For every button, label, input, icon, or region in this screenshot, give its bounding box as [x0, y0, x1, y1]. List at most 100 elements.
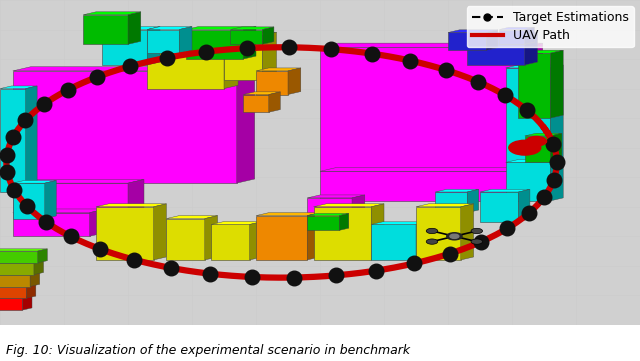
Polygon shape: [211, 222, 262, 225]
Point: [246, 274, 257, 280]
Bar: [0, 287, 26, 298]
Polygon shape: [262, 27, 274, 44]
Point: [476, 239, 486, 245]
Bar: [102, 30, 147, 65]
Polygon shape: [179, 27, 192, 53]
Bar: [0, 88, 26, 192]
Bar: [320, 47, 525, 171]
Point: [95, 246, 105, 252]
Bar: [307, 216, 339, 230]
Bar: [186, 30, 243, 59]
Bar: [480, 192, 518, 222]
Polygon shape: [499, 27, 534, 30]
Bar: [147, 30, 179, 53]
Bar: [243, 95, 269, 112]
Polygon shape: [448, 30, 498, 32]
Polygon shape: [0, 273, 40, 275]
Point: [201, 49, 211, 55]
Polygon shape: [186, 27, 256, 30]
Bar: [371, 225, 416, 260]
Point: [548, 142, 559, 147]
Point: [502, 225, 513, 231]
Polygon shape: [0, 284, 36, 287]
Point: [548, 177, 559, 182]
Polygon shape: [467, 189, 479, 213]
Point: [20, 117, 31, 123]
Bar: [416, 207, 461, 260]
Point: [2, 152, 12, 157]
Circle shape: [509, 140, 541, 155]
Polygon shape: [13, 67, 255, 71]
Polygon shape: [525, 168, 541, 201]
Bar: [499, 30, 525, 44]
Polygon shape: [320, 43, 543, 47]
Circle shape: [426, 239, 438, 244]
Polygon shape: [224, 32, 238, 88]
Polygon shape: [22, 296, 32, 310]
Polygon shape: [250, 222, 262, 260]
Polygon shape: [128, 12, 141, 44]
Polygon shape: [30, 273, 40, 287]
Polygon shape: [26, 86, 37, 192]
Bar: [518, 53, 550, 118]
Polygon shape: [237, 67, 255, 183]
Polygon shape: [13, 179, 144, 183]
Polygon shape: [256, 213, 320, 216]
Polygon shape: [243, 92, 280, 95]
Point: [367, 51, 377, 57]
Point: [161, 55, 172, 61]
Bar: [147, 35, 224, 88]
Bar: [13, 183, 45, 218]
Polygon shape: [506, 160, 563, 162]
Polygon shape: [0, 296, 32, 298]
Polygon shape: [256, 68, 301, 71]
Polygon shape: [34, 261, 44, 275]
Polygon shape: [307, 213, 349, 216]
Polygon shape: [154, 204, 166, 260]
Bar: [314, 207, 371, 260]
Polygon shape: [307, 213, 320, 260]
Point: [38, 101, 49, 107]
Point: [129, 257, 139, 262]
Bar: [13, 183, 128, 213]
Polygon shape: [147, 27, 192, 30]
Polygon shape: [166, 216, 218, 218]
Polygon shape: [147, 32, 238, 35]
Polygon shape: [486, 30, 498, 50]
Polygon shape: [205, 216, 218, 260]
Polygon shape: [480, 189, 530, 192]
Bar: [256, 216, 307, 260]
Polygon shape: [147, 27, 160, 65]
Polygon shape: [339, 213, 349, 230]
Polygon shape: [128, 179, 144, 213]
Point: [500, 92, 510, 98]
Bar: [230, 30, 262, 44]
Text: Fig. 10: Visualization of the experimental scenario in benchmark: Fig. 10: Visualization of the experiment…: [6, 344, 410, 357]
Polygon shape: [269, 92, 280, 112]
Point: [284, 44, 294, 50]
Point: [472, 79, 483, 84]
Point: [522, 107, 532, 113]
Point: [326, 46, 337, 52]
Polygon shape: [506, 65, 563, 68]
Bar: [307, 198, 352, 222]
Point: [8, 134, 19, 140]
Polygon shape: [550, 160, 563, 201]
Point: [524, 210, 534, 216]
Polygon shape: [550, 50, 563, 118]
Point: [92, 74, 102, 80]
Bar: [0, 275, 30, 287]
Polygon shape: [461, 204, 474, 260]
Polygon shape: [371, 204, 384, 260]
Bar: [0, 298, 22, 310]
Point: [3, 169, 13, 175]
Polygon shape: [96, 204, 166, 207]
Bar: [525, 136, 550, 162]
Polygon shape: [550, 65, 563, 162]
Bar: [166, 218, 205, 260]
Polygon shape: [0, 86, 37, 88]
Polygon shape: [525, 133, 562, 136]
Circle shape: [526, 136, 547, 146]
Point: [444, 251, 454, 257]
Polygon shape: [467, 32, 538, 35]
